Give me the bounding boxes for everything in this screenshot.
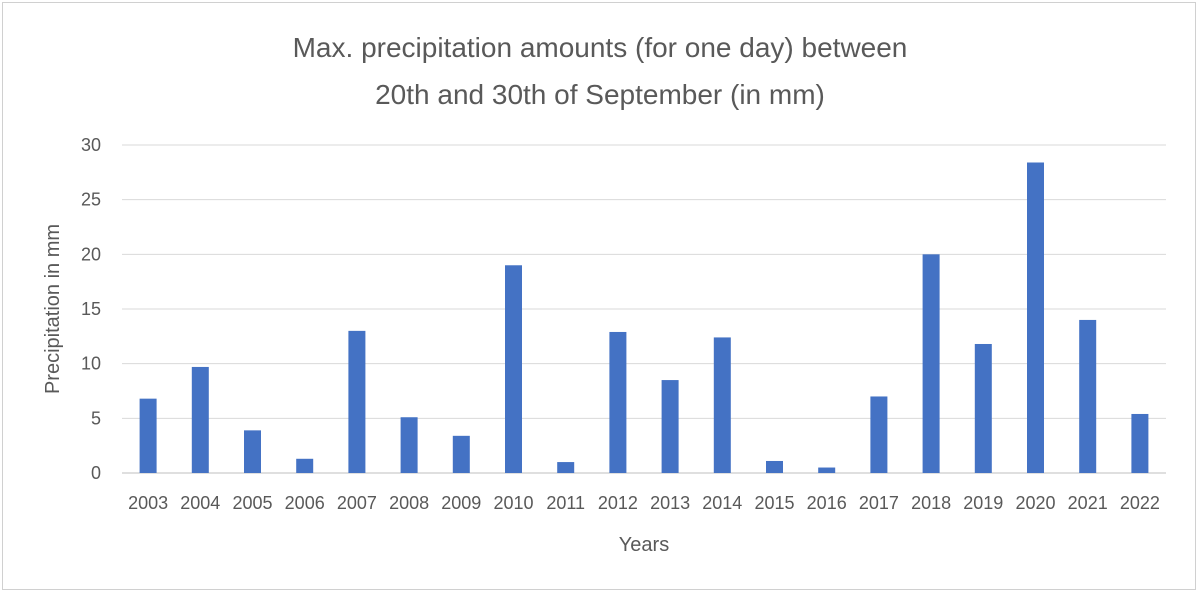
bar-2004 <box>191 366 209 473</box>
x-tick-label: 2011 <box>546 493 585 513</box>
x-tick-label: 2022 <box>1120 493 1160 513</box>
x-tick-label: 2006 <box>285 493 325 513</box>
bar-2003 <box>139 398 157 473</box>
bar-2013 <box>661 380 679 473</box>
y-tick-label: 5 <box>91 408 101 428</box>
x-tick-label: 2008 <box>389 493 429 513</box>
bar-2014 <box>713 337 731 473</box>
x-tick-label: 2009 <box>441 493 481 513</box>
x-tick-label: 2015 <box>754 493 794 513</box>
bar-2008 <box>400 417 418 473</box>
bar-2020 <box>1027 162 1044 473</box>
x-axis-ticks: 2003 2004 2005 2006 2007 2008 2009 2010 2011 2012… <box>128 493 1160 513</box>
bar-2009 <box>452 435 470 473</box>
x-tick-label: 2007 <box>337 493 377 513</box>
x-tick-label: 2018 <box>911 493 951 513</box>
bar-2011 <box>557 462 575 473</box>
x-tick-label: 2005 <box>232 493 272 513</box>
gridlines <box>122 144 1166 474</box>
y-tick-label: 0 <box>91 463 101 483</box>
bar-2022 <box>1131 413 1149 473</box>
bar-2005 <box>244 430 261 473</box>
x-tick-label: 2017 <box>859 493 899 513</box>
x-tick-label: 2016 <box>807 493 847 513</box>
bar-2017 <box>870 396 888 473</box>
y-axis-label: Precipitation in mm <box>42 224 64 394</box>
y-tick-label: 20 <box>81 244 101 264</box>
x-tick-label: 2010 <box>493 493 533 513</box>
x-tick-label: 2012 <box>598 493 638 513</box>
y-tick-label: 30 <box>81 135 101 155</box>
x-tick-label: 2003 <box>128 493 168 513</box>
x-tick-label: 2021 <box>1068 493 1108 513</box>
x-tick-label: 2014 <box>702 493 742 513</box>
x-tick-label: 2013 <box>650 493 690 513</box>
x-tick-label: 2019 <box>963 493 1003 513</box>
bar-2010 <box>505 265 522 473</box>
chart-title-line-2: 20th and 30th of September (in mm) <box>375 79 825 110</box>
bar-2019 <box>974 343 992 473</box>
chart-title-line-1: Max. precipitation amounts (for one day)… <box>293 32 908 63</box>
y-tick-label: 10 <box>81 354 101 374</box>
x-tick-label: 2004 <box>180 493 220 513</box>
bar-2018 <box>922 254 940 473</box>
bar-2006 <box>296 458 314 473</box>
x-tick-label: 2020 <box>1015 493 1055 513</box>
bar-2015 <box>766 460 783 473</box>
bar-2021 <box>1079 319 1097 473</box>
y-tick-label: 25 <box>81 190 101 210</box>
y-axis-ticks: 0 5 10 15 20 25 30 <box>81 135 101 483</box>
bar-2007 <box>348 330 366 473</box>
bars <box>139 162 1149 473</box>
bar-2016 <box>818 467 836 473</box>
bar-2012 <box>609 331 627 473</box>
y-tick-label: 15 <box>81 299 101 319</box>
x-axis-label: Years <box>619 534 669 556</box>
